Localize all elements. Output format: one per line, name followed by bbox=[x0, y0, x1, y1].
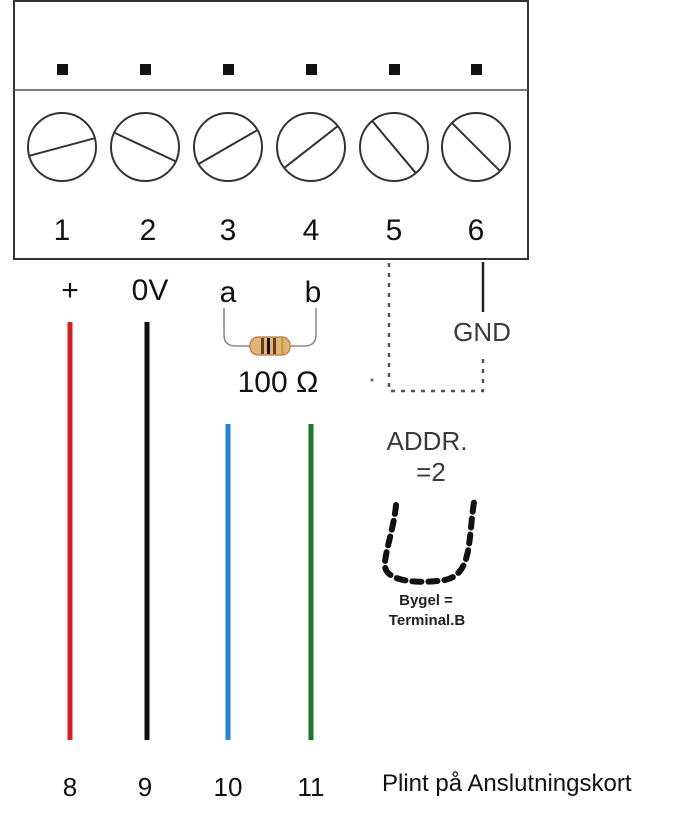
resistor-band-1 bbox=[261, 338, 264, 354]
terminal-6: 6 bbox=[441, 64, 511, 247]
terminal-6-number: 6 bbox=[468, 214, 485, 247]
signal-0v-label: 0V bbox=[132, 274, 169, 307]
resistor-lead-left bbox=[223, 308, 252, 347]
jumper-label-line1: Bygel = bbox=[399, 592, 453, 609]
terminal-5: 5 bbox=[359, 64, 429, 247]
signal-plus-label: + bbox=[61, 274, 79, 307]
terminal-block-housing bbox=[13, 0, 529, 260]
terminal-6-screw[interactable] bbox=[441, 112, 511, 182]
terminal-2: 2 bbox=[110, 64, 180, 247]
terminal-5-screw-slot bbox=[371, 120, 417, 174]
gnd-label: GND bbox=[453, 317, 511, 347]
terminal-2-number: 2 bbox=[140, 214, 157, 247]
resistor bbox=[223, 308, 317, 356]
terminal-3-screw[interactable] bbox=[193, 112, 263, 182]
terminal-1: 1 bbox=[27, 64, 97, 247]
terminal-3-number: 3 bbox=[220, 214, 237, 247]
wire-10-label: 10 bbox=[214, 772, 243, 802]
jumper-label-line2: Terminal.B bbox=[389, 612, 466, 629]
terminal-2-screw[interactable] bbox=[110, 112, 180, 182]
resistor-band-4 bbox=[281, 338, 284, 354]
terminal-3-screw-slot bbox=[198, 129, 258, 165]
terminal-4: 4 bbox=[276, 64, 346, 247]
terminal-1-number: 1 bbox=[54, 214, 71, 247]
terminal-1-screw[interactable] bbox=[27, 112, 97, 182]
address-link-dotted bbox=[387, 263, 485, 393]
wire-11-label: 11 bbox=[298, 772, 325, 802]
terminal-board-caption: Plint på Anslutningskort bbox=[382, 770, 632, 797]
terminal-4-indicator bbox=[306, 64, 317, 75]
terminal-6-screw-slot bbox=[451, 122, 501, 172]
terminal-4-screw-slot bbox=[283, 125, 339, 169]
terminal-4-screw[interactable] bbox=[276, 112, 346, 182]
terminal-5-indicator bbox=[389, 64, 400, 75]
terminal-4-number: 4 bbox=[303, 214, 320, 247]
wire-9-label: 9 bbox=[138, 772, 152, 802]
address-label-line1: ADDR. bbox=[387, 426, 468, 456]
terminal-3-indicator bbox=[223, 64, 234, 75]
terminal-block: 1 2 3 4 bbox=[13, 0, 529, 260]
signal-a-label: a bbox=[220, 276, 237, 309]
address-label-line2: =2 bbox=[416, 457, 446, 487]
terminal-3: 3 bbox=[193, 64, 263, 247]
terminal-5-number: 5 bbox=[386, 214, 403, 247]
terminal-5-screw[interactable] bbox=[359, 112, 429, 182]
terminal-6-indicator bbox=[471, 64, 482, 75]
resistor-band-2 bbox=[267, 338, 270, 354]
terminal-1-screw-slot bbox=[28, 137, 96, 157]
terminal-2-indicator bbox=[140, 64, 151, 75]
signal-b-label: b bbox=[305, 276, 322, 309]
terminal-2-screw-slot bbox=[113, 131, 177, 163]
resistor-lead-right bbox=[288, 308, 317, 347]
wire-8-label: 8 bbox=[63, 772, 77, 802]
jumper-dashed bbox=[381, 499, 477, 585]
terminal-1-indicator bbox=[57, 64, 68, 75]
stray-dot bbox=[370, 378, 374, 382]
resistor-band-3 bbox=[273, 338, 276, 354]
resistor-value-label: 100 Ω bbox=[238, 366, 319, 399]
